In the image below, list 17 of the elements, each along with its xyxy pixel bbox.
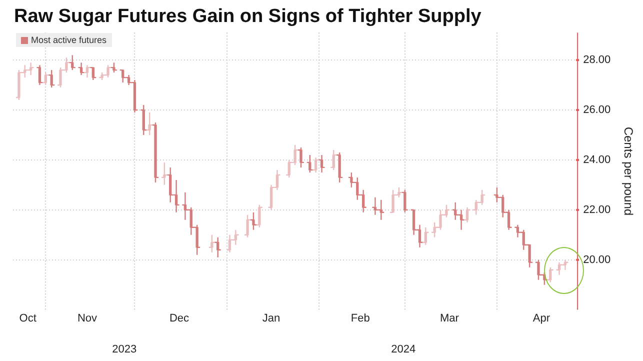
- y-axis-title: Cents per pound: [621, 126, 636, 216]
- x-tick-label: Nov: [77, 312, 98, 324]
- y-tick-label: 28.00: [583, 54, 611, 66]
- chart-title: Raw Sugar Futures Gain on Signs of Tighter Supply: [14, 6, 482, 28]
- text: 2023: [112, 344, 137, 356]
- y-tick-label: 22.00: [583, 204, 611, 216]
- x-tick-label: Jan: [262, 312, 280, 324]
- x-tick-label: Apr: [532, 312, 550, 324]
- x-tick-label: Dec: [169, 312, 190, 324]
- legend-label: Most active futures: [31, 35, 107, 45]
- y-tick-label: 24.00: [583, 154, 611, 166]
- x-tick-label: Feb: [350, 312, 370, 324]
- y-tick-label: 20.00: [583, 254, 611, 266]
- y-tick-label: 26.00: [583, 104, 611, 116]
- x-tick-label: Oct: [19, 312, 36, 324]
- x-tick-label: Mar: [440, 312, 460, 324]
- text: 2024: [391, 344, 416, 356]
